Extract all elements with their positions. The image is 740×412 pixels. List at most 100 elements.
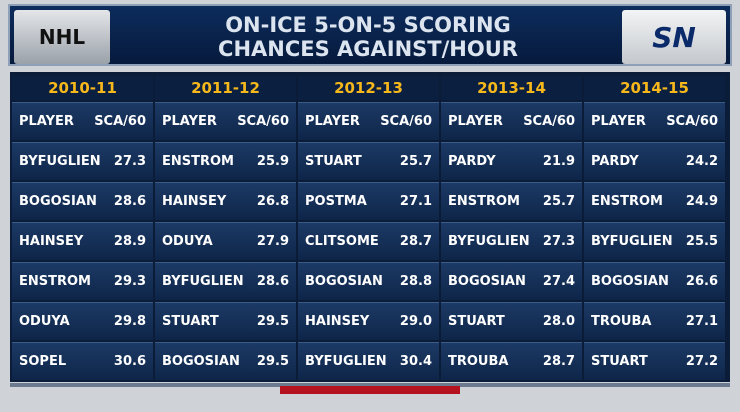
player-row: BYFUGLIEN 27.3 (441, 222, 582, 260)
player-row: ODUYA 27.9 (155, 222, 296, 260)
player-row: BYFUGLIEN 25.5 (584, 222, 725, 260)
player-row: ENSTROM 29.3 (12, 262, 153, 300)
column-header: SCA/60 (237, 114, 289, 129)
sca-value: 25.7 (542, 194, 575, 209)
player-name: BYFUGLIEN (591, 234, 673, 249)
player-name: ENSTROM (162, 154, 234, 169)
nhl-logo: NHL (14, 10, 110, 64)
header-row: PLAYER SCA/60 (441, 102, 582, 140)
player-name: TROUBA (448, 354, 509, 369)
player-row: CLITSOME 28.7 (298, 222, 439, 260)
player-name: ENSTROM (448, 194, 520, 209)
player-row: BOGOSIAN 27.4 (441, 262, 582, 300)
season-header: 2013-14 (441, 76, 582, 100)
player-name: STUART (162, 314, 219, 329)
column-header: PLAYER (19, 114, 74, 129)
player-name: HAINSEY (19, 234, 84, 249)
sca-value: 27.1 (685, 314, 718, 329)
sca-value: 24.9 (685, 194, 718, 209)
sca-value: 27.3 (113, 154, 146, 169)
column-header: SCA/60 (380, 114, 432, 129)
player-name: BYFUGLIEN (19, 154, 101, 169)
season-column: 2011-12 PLAYER SCA/60 ENSTROM 25.9 HAINSEY 26.… (155, 72, 296, 382)
player-name: TROUBA (591, 314, 652, 329)
player-name: BOGOSIAN (305, 274, 383, 289)
sca-value: 29.8 (113, 314, 146, 329)
sca-value: 27.4 (542, 274, 575, 289)
sca-value: 28.0 (542, 314, 575, 329)
table: 2010-11 PLAYER SCA/60 BYFUGLIEN 27.3 BOGOSIAN… (10, 72, 730, 382)
column-header: PLAYER (591, 114, 646, 129)
sca-value: 26.6 (685, 274, 718, 289)
sca-value: 25.5 (685, 234, 718, 249)
season-header: 2012-13 (298, 76, 439, 100)
sca-value: 27.3 (542, 234, 575, 249)
title-line: CHANCES AGAINST/HOUR (218, 37, 518, 61)
header-row: PLAYER SCA/60 (584, 102, 725, 140)
player-name: BOGOSIAN (162, 354, 240, 369)
player-name: HAINSEY (162, 194, 227, 209)
player-name: BYFUGLIEN (448, 234, 530, 249)
sca-value: 25.7 (399, 154, 432, 169)
player-name: SOPEL (19, 354, 67, 369)
player-name: BOGOSIAN (19, 194, 97, 209)
player-name: ENSTROM (591, 194, 663, 209)
player-row: BOGOSIAN 26.6 (584, 262, 725, 300)
title: ON-ICE 5-ON-5 SCORING CHANCES AGAINST/HO… (120, 10, 616, 64)
player-name: PARDY (448, 154, 496, 169)
player-row: HAINSEY 26.8 (155, 182, 296, 220)
player-row: HAINSEY 28.9 (12, 222, 153, 260)
sca-value: 28.9 (113, 234, 146, 249)
season-column: 2013-14 PLAYER SCA/60 PARDY 21.9 ENSTROM 25.7 B… (441, 72, 582, 382)
player-row: ENSTROM 25.7 (441, 182, 582, 220)
sca-value: 30.6 (113, 354, 146, 369)
player-name: ENSTROM (19, 274, 91, 289)
player-row: BOGOSIAN 28.8 (298, 262, 439, 300)
header-row: PLAYER SCA/60 (298, 102, 439, 140)
season-column: 2012-13 PLAYER SCA/60 STUART 25.7 POSTMA 27.1 C… (298, 72, 439, 382)
column-header: PLAYER (305, 114, 360, 129)
sca-value: 27.2 (685, 354, 718, 369)
sca-value: 27.1 (399, 194, 432, 209)
player-row: BYFUGLIEN 27.3 (12, 142, 153, 180)
player-row: PARDY 21.9 (441, 142, 582, 180)
player-name: BOGOSIAN (448, 274, 526, 289)
player-name: STUART (591, 354, 648, 369)
player-name: BYFUGLIEN (162, 274, 244, 289)
sca-value: 28.7 (399, 234, 432, 249)
sca-value: 25.9 (256, 154, 289, 169)
season-column: 2014-15 PLAYER SCA/60 PARDY 24.2 ENSTROM 24.9 B… (584, 72, 725, 382)
title-bar (8, 4, 732, 66)
player-row: ENSTROM 24.9 (584, 182, 725, 220)
player-row: SOPEL 30.6 (12, 342, 153, 380)
accent-bar (280, 386, 460, 394)
player-row: ENSTROM 25.9 (155, 142, 296, 180)
sca-value: 26.8 (256, 194, 289, 209)
player-row: BYFUGLIEN 28.6 (155, 262, 296, 300)
sca-value: 28.6 (256, 274, 289, 289)
header-row: PLAYER SCA/60 (12, 102, 153, 140)
sca-value: 30.4 (399, 354, 432, 369)
player-row: HAINSEY 29.0 (298, 302, 439, 340)
player-row: STUART 29.5 (155, 302, 296, 340)
column-header: SCA/60 (523, 114, 575, 129)
column-header: SCA/60 (94, 114, 146, 129)
player-row: POSTMA 27.1 (298, 182, 439, 220)
season-column: 2010-11 PLAYER SCA/60 BYFUGLIEN 27.3 BOGOSIAN… (12, 72, 153, 382)
column-header: PLAYER (162, 114, 217, 129)
season-header: 2010-11 (12, 76, 153, 100)
player-name: BOGOSIAN (591, 274, 669, 289)
player-name: ODUYA (162, 234, 213, 249)
player-row: STUART 28.0 (441, 302, 582, 340)
player-name: ODUYA (19, 314, 70, 329)
sca-value: 28.7 (542, 354, 575, 369)
sca-value: 28.6 (113, 194, 146, 209)
player-row: STUART 25.7 (298, 142, 439, 180)
player-name: STUART (305, 154, 362, 169)
sca-value: 27.9 (256, 234, 289, 249)
player-name: HAINSEY (305, 314, 370, 329)
sn-logo: SN (622, 10, 726, 64)
player-row: PARDY 24.2 (584, 142, 725, 180)
column-header: SCA/60 (666, 114, 718, 129)
header-row: PLAYER SCA/60 (155, 102, 296, 140)
